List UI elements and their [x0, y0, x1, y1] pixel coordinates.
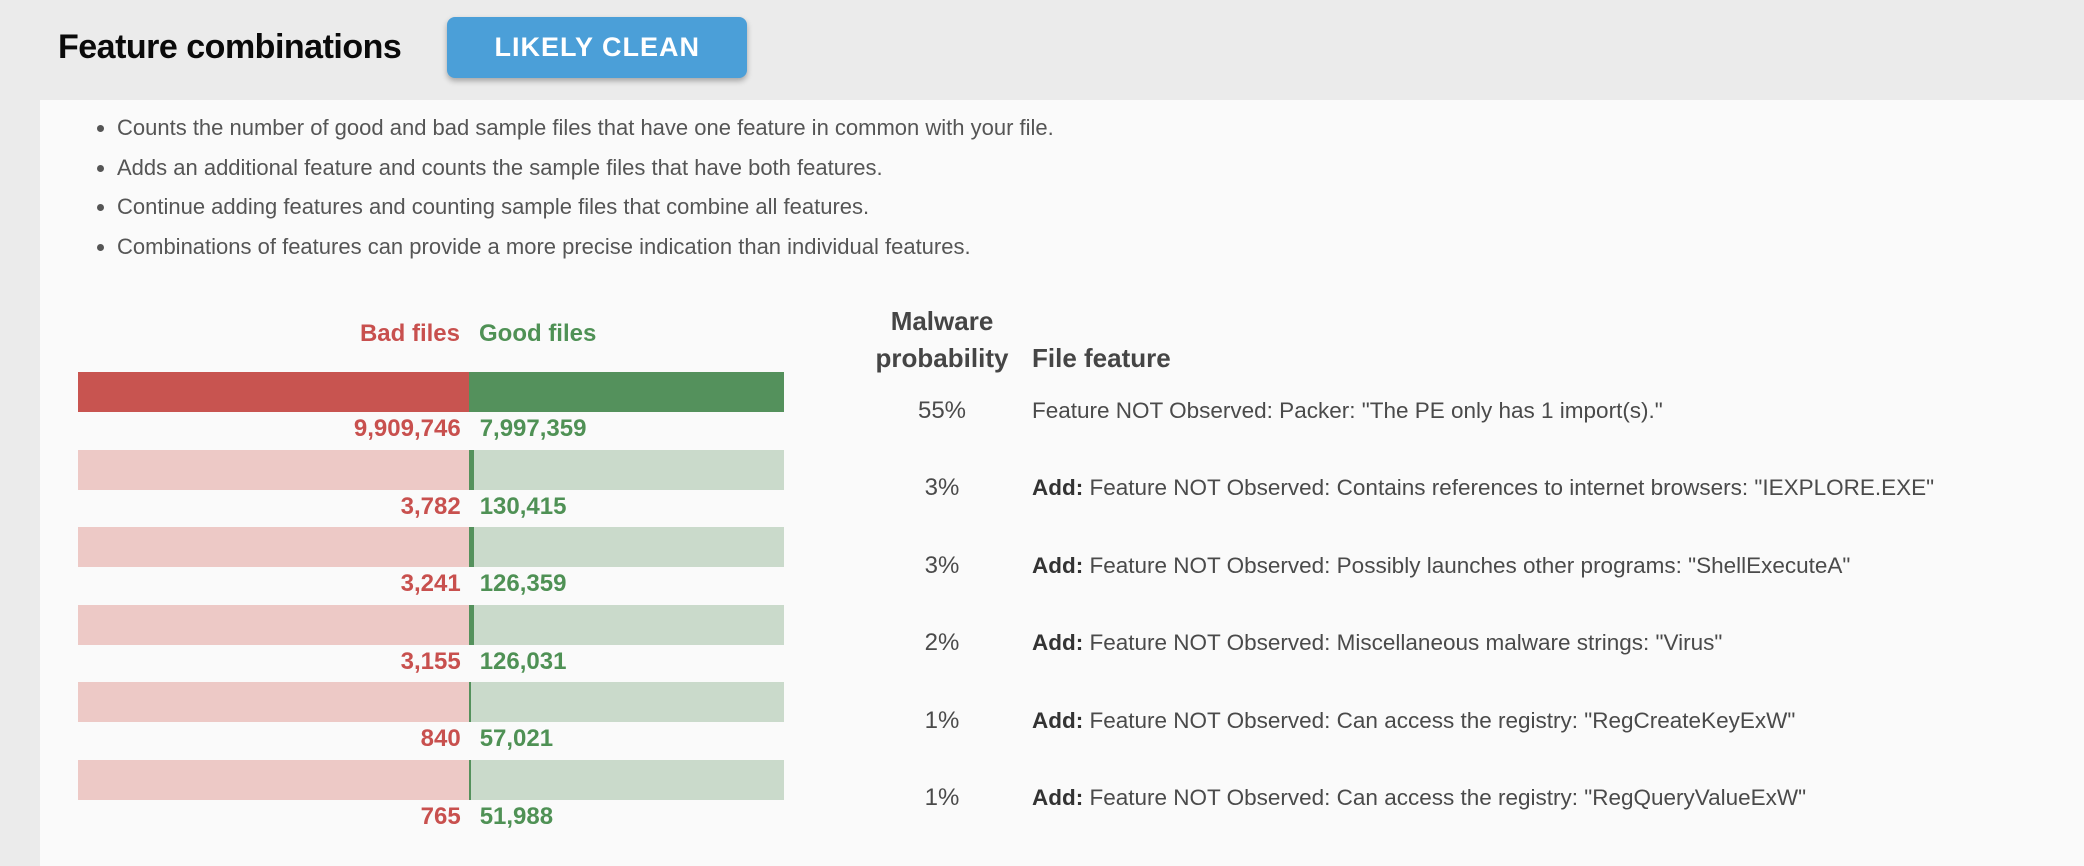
bar-row: 840 57,021 [78, 682, 784, 760]
split-bar [78, 682, 784, 722]
split-bar [78, 604, 784, 645]
add-prefix: Add: [1032, 552, 1084, 578]
file-feature-text: Add: Feature NOT Observed: Contains refe… [1032, 475, 1935, 501]
table-row: 2% Add: Feature NOT Observed: Miscellaneo… [862, 605, 1934, 683]
bar-row: 9,909,746 7,997,359 [78, 372, 784, 450]
good-count: 51,988 [479, 802, 554, 830]
table-row: 3% Add: Feature NOT Observed: Contains re… [862, 450, 1935, 528]
panel-header: Feature combinations LIKELY CLEAN [0, 0, 2084, 100]
good-files-legend: Good files [479, 320, 597, 347]
bad-bar-background [78, 604, 469, 645]
table-row: 55% Feature NOT Observed: Packer: "The PE… [862, 372, 1934, 450]
good-bar-fill [468, 682, 471, 722]
add-prefix: Add: [1032, 475, 1084, 501]
table-row: 1% Add: Feature NOT Observed: Can access … [862, 682, 1934, 760]
bad-count: 840 [420, 725, 461, 752]
file-feature-text: Add: Feature NOT Observed: Possibly laun… [1032, 552, 1851, 578]
bar-row: 3,155 126,031 [78, 604, 784, 683]
table-row: 3% Add: Feature NOT Observed: Possibly la… [862, 527, 1934, 605]
bar-row: 3,241 126,359 [78, 527, 784, 605]
malware-probability-value: 1% [924, 706, 960, 734]
good-bar-background [468, 527, 784, 567]
malware-probability-value: 1% [924, 784, 960, 812]
good-count: 7,997,359 [479, 415, 587, 442]
add-prefix: Add: [1032, 707, 1084, 733]
bad-bar-fill [78, 372, 469, 412]
bad-count: 765 [420, 802, 461, 830]
good-count: 126,031 [479, 647, 567, 675]
good-bar-fill [468, 372, 784, 412]
bad-files-legend: Bad files [359, 320, 460, 347]
add-prefix: Add: [1032, 785, 1084, 811]
bad-count: 3,155 [400, 647, 461, 675]
bad-bar-background [78, 759, 469, 800]
bar-row: 765 51,988 [78, 759, 784, 838]
bar-chart: 9,909,746 7,997,359 3,782 130,415 3,241 126,3… [78, 372, 784, 837]
file-feature-text: Add: Feature NOT Observed: Can access th… [1032, 707, 1796, 733]
bad-count: 3,241 [400, 570, 461, 597]
bar-values: 3,155 126,031 [78, 648, 784, 676]
feature-table: 55% Feature NOT Observed: Packer: "The PE… [862, 372, 1934, 837]
bad-count: 9,909,746 [353, 415, 461, 442]
malware-probability-value: 2% [924, 629, 960, 657]
description-list: Counts the number of good and bad sample… [77, 108, 1054, 266]
bar-values: 3,241 126,359 [78, 570, 784, 598]
malware-probability-value: 3% [924, 551, 960, 579]
file-feature-text: Add: Feature NOT Observed: Can access th… [1032, 785, 1807, 811]
bad-bar-background [78, 449, 469, 490]
bar-values: 840 57,021 [78, 725, 784, 753]
good-bar-background [468, 604, 784, 645]
good-bar-fill [468, 604, 474, 645]
good-count: 126,359 [479, 570, 567, 597]
good-bar-fill [468, 759, 471, 800]
chart-legend: Bad files Good files [78, 320, 784, 348]
bar-values: 3,782 130,415 [78, 493, 784, 521]
bar-values: 765 51,988 [78, 803, 784, 831]
malware-probability-value: 3% [924, 474, 960, 502]
bullet-item: Continue adding features and counting sa… [117, 187, 1054, 227]
add-prefix: Add: [1032, 630, 1084, 656]
bullet-item: Adds an additional feature and counts th… [117, 148, 1054, 188]
good-bar-fill [468, 449, 474, 490]
file-feature-text: Add: Feature NOT Observed: Miscellaneous… [1032, 630, 1723, 656]
split-bar [78, 527, 784, 567]
bad-bar-background [78, 527, 469, 567]
good-bar-background [468, 682, 784, 722]
bullet-item: Combinations of features can provide a m… [117, 227, 1054, 267]
file-feature-text: Feature NOT Observed: Packer: "The PE on… [1032, 397, 1663, 423]
bad-bar-background [78, 682, 469, 722]
verdict-badge[interactable]: LIKELY CLEAN [447, 16, 748, 78]
column-header-file-feature: File feature [1032, 343, 1171, 373]
malware-probability-value: 55% [917, 396, 967, 424]
good-count: 130,415 [479, 492, 567, 520]
bad-count: 3,782 [400, 492, 461, 520]
bullet-item: Counts the number of good and bad sample… [117, 108, 1054, 148]
content-panel: Counts the number of good and bad sample… [40, 100, 2084, 866]
bar-values: 9,909,746 7,997,359 [78, 415, 784, 443]
good-bar-background [468, 449, 784, 490]
good-bar-fill [468, 527, 474, 567]
split-bar [78, 372, 784, 412]
split-bar [78, 449, 784, 490]
good-bar-background [468, 759, 784, 800]
column-header-malware-probability: Malware probability [875, 306, 1009, 373]
table-row: 1% Add: Feature NOT Observed: Can access … [862, 760, 1934, 838]
bar-row: 3,782 130,415 [78, 449, 784, 528]
good-count: 57,021 [479, 725, 554, 752]
page-title: Feature combinations [58, 27, 402, 66]
split-bar [78, 759, 784, 800]
